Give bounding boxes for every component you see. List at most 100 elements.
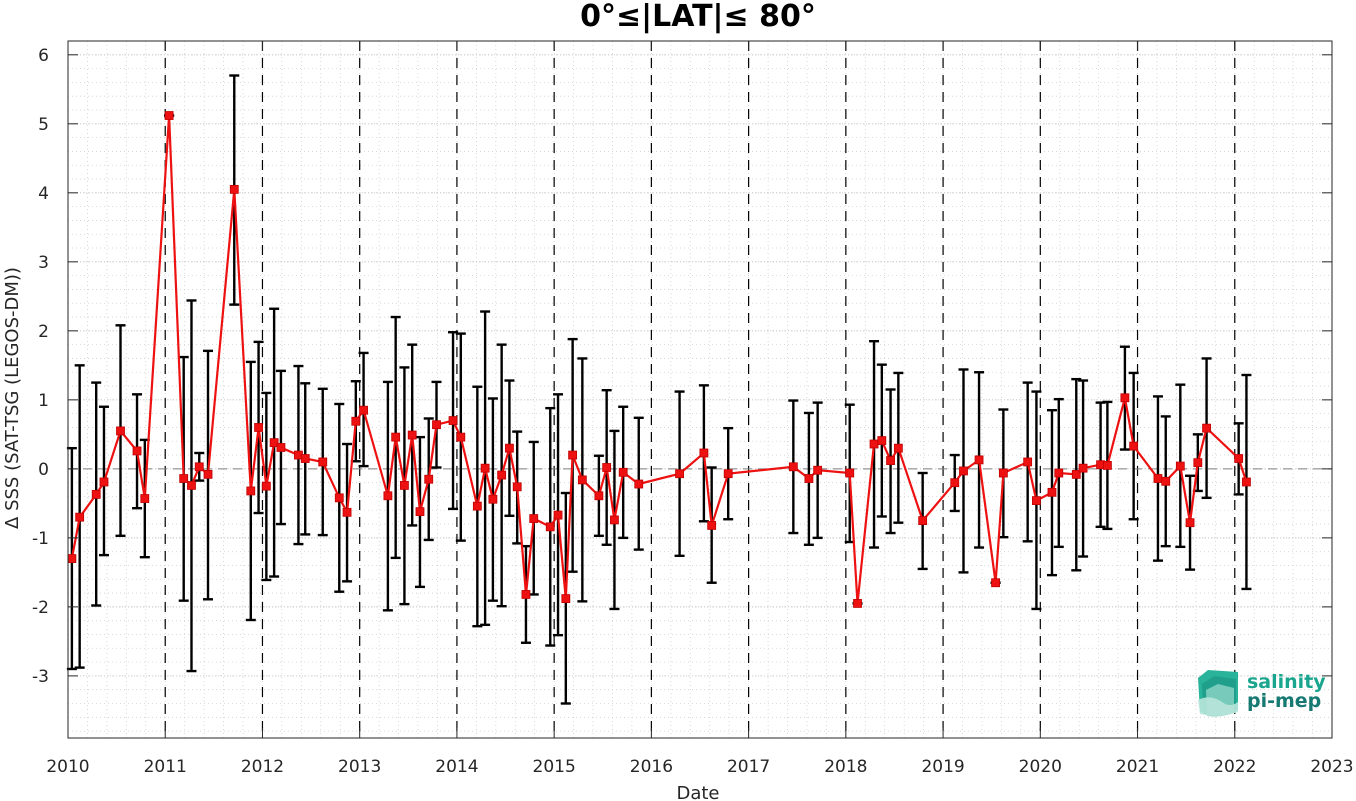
data-point — [400, 481, 409, 490]
data-point — [359, 405, 368, 415]
data-point — [276, 443, 286, 452]
data-point — [788, 462, 798, 472]
series-line — [70, 115, 1248, 604]
data-point — [448, 416, 458, 425]
y-tick-labels: -3 -2 -1 0 1 2 3 4 5 6 — [32, 46, 49, 687]
x-tick-label: 2014 — [435, 757, 478, 777]
data-point — [318, 457, 328, 467]
data-point — [959, 466, 968, 476]
data-point — [618, 467, 628, 477]
data-point — [553, 510, 563, 520]
data-point — [179, 474, 189, 483]
data-point — [75, 512, 85, 522]
data-point — [1023, 457, 1033, 467]
x-tick-label: 2012 — [241, 757, 284, 777]
data-points — [67, 111, 1251, 608]
data-point — [1102, 461, 1112, 470]
data-point — [194, 462, 204, 472]
x-tick-label: 2022 — [1213, 757, 1256, 777]
data-point — [1242, 477, 1251, 487]
y-tick-label: 6 — [38, 46, 49, 66]
data-point — [675, 469, 684, 479]
logo-line-2: pi-mep — [1247, 690, 1321, 712]
data-point — [1032, 496, 1041, 506]
x-tick-label: 2010 — [46, 757, 89, 777]
data-point — [1071, 469, 1081, 479]
data-point — [918, 516, 928, 526]
data-point — [424, 474, 434, 484]
data-point — [269, 438, 279, 448]
y-tick-label: 4 — [38, 184, 49, 204]
data-point — [432, 420, 441, 430]
data-point — [505, 443, 514, 453]
data-point — [116, 426, 125, 436]
data-point — [634, 479, 644, 489]
data-point — [1161, 476, 1171, 486]
data-point — [699, 448, 709, 458]
axis-ticks — [67, 41, 1333, 738]
data-point — [1193, 458, 1203, 468]
data-point — [602, 463, 612, 472]
data-point — [480, 463, 490, 473]
data-point — [1078, 463, 1088, 473]
x-tick-label: 2013 — [338, 757, 381, 777]
x-tick-label: 2020 — [1019, 757, 1062, 777]
data-point — [845, 468, 855, 478]
chart-title: 0°≤|LAT|≤ 80° — [580, 0, 816, 34]
data-point — [415, 507, 425, 517]
data-point — [723, 469, 733, 479]
data-point — [577, 475, 587, 485]
x-tick-label: 2021 — [1116, 757, 1159, 777]
x-tick-label: 2011 — [144, 757, 187, 777]
x-tick-label: 2018 — [824, 757, 867, 777]
data-point — [991, 578, 1000, 588]
y-tick-label: 0 — [38, 460, 49, 480]
data-point — [568, 450, 578, 460]
data-point — [594, 491, 604, 501]
x-tick-label: 2019 — [921, 757, 964, 777]
data-point — [140, 494, 150, 503]
data-point — [893, 443, 903, 453]
salinity-pi-mep-logo: salinity pi-mep — [1198, 670, 1326, 717]
data-point — [1234, 454, 1244, 463]
y-axis-label: Δ SSS (SAT-TSG (LEGOS-DM)) — [2, 267, 23, 529]
data-point — [1185, 518, 1195, 528]
data-point — [1120, 393, 1130, 403]
data-point — [300, 454, 310, 463]
data-point — [67, 554, 77, 563]
data-point — [886, 456, 895, 465]
data-point — [383, 491, 393, 501]
plot-frame — [67, 40, 1333, 739]
data-point — [529, 514, 539, 523]
year-boundary-lines — [164, 41, 1236, 738]
data-point — [998, 468, 1008, 478]
data-point — [610, 515, 619, 525]
y-tick-label: -1 — [32, 529, 49, 549]
data-point — [804, 474, 814, 483]
data-point — [246, 486, 256, 496]
data-point — [342, 507, 352, 517]
data-point — [1153, 474, 1163, 483]
data-point — [1202, 423, 1211, 433]
wave-icon — [1198, 670, 1238, 717]
data-point — [512, 482, 522, 492]
data-point — [99, 477, 109, 487]
data-point — [877, 436, 887, 445]
data-point — [545, 522, 555, 532]
data-point — [164, 111, 174, 120]
data-point — [1175, 461, 1185, 471]
y-tick-label: 3 — [38, 253, 49, 273]
data-point — [1054, 468, 1064, 478]
data-point — [261, 481, 271, 491]
data-point — [456, 432, 466, 442]
data-point — [472, 501, 482, 511]
data-point — [254, 423, 263, 432]
y-tick-label: -2 — [32, 598, 49, 618]
data-point — [1129, 441, 1139, 451]
y-tick-label: -3 — [32, 667, 49, 687]
data-point — [229, 184, 239, 194]
data-point — [132, 446, 142, 456]
data-point — [1047, 487, 1057, 497]
data-point — [869, 439, 879, 449]
